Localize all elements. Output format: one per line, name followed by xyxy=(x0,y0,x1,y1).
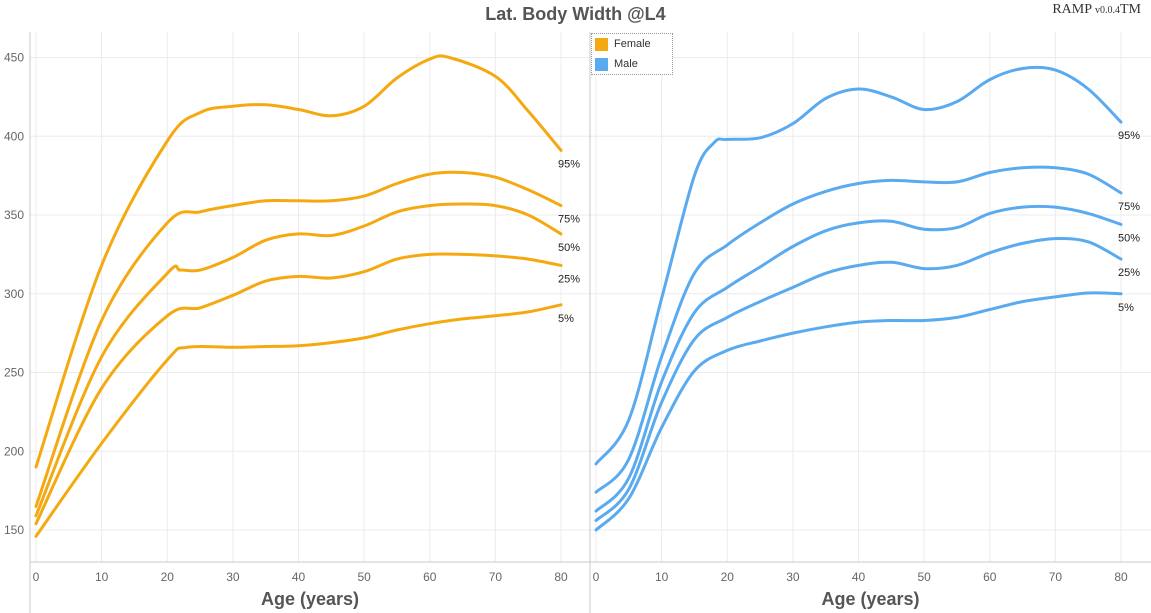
x-tick-label: 60 xyxy=(983,570,997,584)
y-tick-label: 400 xyxy=(4,129,24,143)
series-label-male-75pct: 75% xyxy=(1118,201,1140,213)
series-line-female-75pct[interactable] xyxy=(34,170,563,508)
series-label-female-5pct: 5% xyxy=(558,313,574,325)
series-label-female-50pct: 50% xyxy=(558,242,580,254)
series-label-male-5pct: 5% xyxy=(1118,302,1134,314)
series-label-female-25pct: 25% xyxy=(558,273,580,285)
series-line-male-25pct[interactable] xyxy=(594,237,1123,522)
series-label-female-95pct: 95% xyxy=(558,158,580,170)
series-label-male-25pct: 25% xyxy=(1118,267,1140,279)
y-tick-label: 250 xyxy=(4,366,24,380)
x-axis-label-male: Age (years) xyxy=(821,589,919,609)
series-label-female-75pct: 75% xyxy=(558,214,580,226)
x-tick-label: 20 xyxy=(721,570,735,584)
y-tick-label: 150 xyxy=(4,523,24,537)
x-tick-label: 70 xyxy=(489,570,503,584)
series-label-male-50pct: 50% xyxy=(1118,232,1140,244)
series-label-male-95pct: 95% xyxy=(1118,130,1140,142)
y-tick-label: 450 xyxy=(4,51,24,65)
x-tick-label: 30 xyxy=(786,570,800,584)
brand-name: RAMP xyxy=(1052,2,1092,17)
brand-trademark: TM xyxy=(1120,2,1141,17)
legend[interactable]: Female Male xyxy=(591,33,673,75)
series-line-female-95pct[interactable] xyxy=(34,54,563,469)
grid-female xyxy=(30,32,590,562)
chart-title: Lat. Body Width @L4 xyxy=(485,4,666,24)
x-tick-label: 50 xyxy=(917,570,931,584)
x-tick-label: 50 xyxy=(357,570,371,584)
grid-male xyxy=(590,32,1151,562)
legend-label-female: Female xyxy=(614,38,651,50)
legend-item-female[interactable]: Female xyxy=(592,34,672,54)
x-axis-label-female: Age (years) xyxy=(261,589,359,609)
x-tick-label: 20 xyxy=(161,570,175,584)
x-tick-label: 10 xyxy=(655,570,669,584)
series-line-male-50pct[interactable] xyxy=(594,204,1123,513)
legend-swatch-male xyxy=(595,57,608,71)
panel-male: 0 10 20 30 40 50 60 70 80 Age (years) 95% 75% 50% 25%… xyxy=(589,32,1151,613)
panel-female: 150 200 250 300 350 400 450 0 10 20 30 40 50 60 70 80 Ag… xyxy=(4,32,590,613)
y-tick-label: 300 xyxy=(4,287,24,301)
brand-logo: RAMP v0.0.4TM xyxy=(1052,2,1141,18)
x-tick-label: 0 xyxy=(33,570,40,584)
x-tick-label: 40 xyxy=(852,570,866,584)
series-line-male-5pct[interactable] xyxy=(594,291,1123,532)
x-tick-label: 0 xyxy=(593,570,600,584)
legend-item-male[interactable]: Male xyxy=(592,54,672,74)
x-tick-label: 10 xyxy=(95,570,109,584)
x-tick-label: 80 xyxy=(554,570,568,584)
series-line-female-25pct[interactable] xyxy=(34,252,563,526)
series-line-female-5pct[interactable] xyxy=(34,303,563,538)
brand-version: v0.0.4 xyxy=(1095,5,1120,16)
series-line-female-50pct[interactable] xyxy=(34,202,563,518)
legend-swatch-female xyxy=(595,37,608,51)
y-tick-label: 200 xyxy=(4,444,24,458)
series-line-male-95pct[interactable] xyxy=(594,65,1123,466)
x-tick-label: 80 xyxy=(1114,570,1128,584)
y-tick-label: 350 xyxy=(4,208,24,222)
series-line-male-75pct[interactable] xyxy=(594,165,1123,494)
x-tick-label: 60 xyxy=(423,570,437,584)
x-tick-label: 70 xyxy=(1049,570,1063,584)
x-tick-label: 30 xyxy=(226,570,240,584)
legend-label-male: Male xyxy=(614,58,638,70)
x-tick-label: 40 xyxy=(292,570,306,584)
